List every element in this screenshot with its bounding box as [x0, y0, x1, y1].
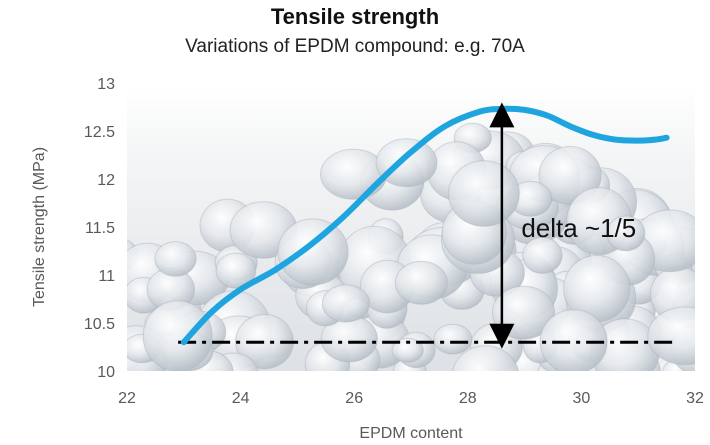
bead: [142, 300, 213, 371]
bead: [452, 345, 519, 371]
beads-background-image: [127, 83, 695, 371]
y-axis-label: Tensile strength (MPa): [31, 147, 48, 307]
bead: [522, 236, 563, 274]
chart-subtitle: Variations of EPDM compound: e.g. 70A: [185, 36, 525, 57]
y-tick-label: 12: [97, 172, 115, 189]
x-tick-label: 22: [118, 390, 136, 407]
axes: 22 24 26 28 30 32 10 10.5 11 11.5 12 12.5 13: [84, 76, 704, 407]
series-layer: [180, 105, 670, 346]
x-axis-label: EPDM content: [359, 425, 463, 442]
bead: [606, 215, 646, 252]
y-tick-label: 11.5: [85, 220, 115, 237]
bead: [391, 337, 424, 363]
y-tick-label: 11: [98, 268, 115, 285]
bead: [394, 260, 448, 305]
bead: [538, 146, 602, 205]
bead: [321, 284, 370, 323]
x-tick-label: 28: [459, 390, 477, 407]
series-line: [180, 105, 670, 346]
bead: [433, 323, 473, 355]
bead: [647, 306, 695, 366]
x-tick-label: 24: [232, 390, 250, 407]
x-tick-label: 26: [345, 390, 363, 407]
y-tick-label: 12.5: [84, 124, 115, 141]
x-tick-label: 32: [686, 390, 704, 407]
y-tick-label: 10: [97, 364, 115, 381]
bead: [277, 218, 349, 286]
y-tick-label: 10.5: [84, 316, 115, 333]
delta-annotation: delta ~1/5: [521, 213, 636, 243]
bead: [539, 309, 608, 371]
bead: [375, 138, 438, 188]
y-tick-label: 13: [97, 76, 115, 93]
bead: [448, 160, 520, 227]
bead: [215, 252, 257, 289]
bead: [154, 241, 197, 277]
chart-title: Tensile strength: [270, 4, 440, 29]
x-tick-label: 30: [573, 390, 591, 407]
